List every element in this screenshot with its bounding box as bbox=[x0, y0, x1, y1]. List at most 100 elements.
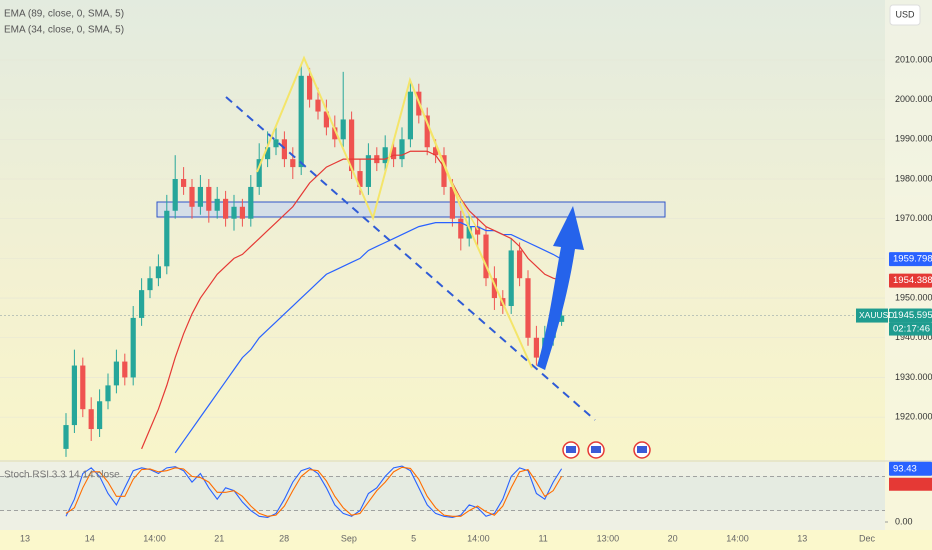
trend-line bbox=[225, 96, 596, 421]
x-tick-label: Dec bbox=[859, 533, 876, 543]
candle-body bbox=[248, 186, 254, 219]
candle-body bbox=[265, 147, 271, 160]
currency-label[interactable]: USD bbox=[895, 9, 915, 19]
candle-body bbox=[349, 119, 355, 172]
candle-body bbox=[508, 250, 514, 307]
countdown-label: 02:17:46 bbox=[893, 324, 930, 335]
candle-body bbox=[273, 139, 279, 148]
x-tick-label: 14 bbox=[85, 533, 95, 543]
candle-body bbox=[155, 266, 161, 279]
candle-body bbox=[206, 186, 212, 211]
y-tick-label: 2000.000 bbox=[895, 94, 932, 104]
candle-body bbox=[517, 250, 523, 279]
zone-box bbox=[156, 201, 666, 218]
candle-body bbox=[424, 115, 430, 148]
oscillator-label-box bbox=[889, 477, 932, 491]
oscillator-line bbox=[65, 466, 563, 517]
candle-body bbox=[382, 147, 388, 164]
x-tick-label: 14:00 bbox=[726, 533, 749, 543]
candle-body bbox=[475, 226, 481, 235]
candle-body bbox=[483, 234, 489, 279]
y-tick-label: 2010.000 bbox=[895, 54, 932, 64]
x-tick-label: 28 bbox=[279, 533, 289, 543]
candle-body bbox=[197, 186, 203, 207]
y-tick-label: 1970.000 bbox=[895, 213, 932, 223]
candle-body bbox=[399, 139, 405, 160]
candle-body bbox=[307, 75, 313, 100]
candle-body bbox=[88, 409, 94, 430]
symbol-label: XAUUSD bbox=[859, 310, 894, 320]
candle-body bbox=[290, 159, 296, 168]
candle-body bbox=[391, 147, 397, 160]
candle-body bbox=[441, 155, 447, 187]
candle-body bbox=[323, 111, 329, 128]
price-label-box bbox=[889, 308, 932, 323]
y-tick-label: 0.00 bbox=[895, 516, 913, 526]
price-label: 93.43 bbox=[893, 463, 917, 474]
candle-body bbox=[80, 365, 86, 410]
candle-body bbox=[365, 155, 371, 187]
candle-body bbox=[281, 139, 287, 160]
x-tick-label: 11 bbox=[538, 533, 547, 543]
event-icons bbox=[562, 441, 651, 459]
legend-entry: EMA (89, close, 0, SMA, 5) bbox=[4, 9, 124, 20]
candle-body bbox=[71, 365, 77, 426]
candle-body bbox=[113, 361, 119, 386]
candle-body bbox=[181, 178, 187, 187]
y-tick-label: 1950.000 bbox=[895, 292, 932, 302]
x-tick-label: 20 bbox=[668, 533, 678, 543]
candle-body bbox=[256, 159, 262, 187]
candle-body bbox=[466, 226, 472, 239]
candle-body bbox=[231, 206, 237, 219]
candle-body bbox=[340, 119, 346, 140]
event-flag bbox=[637, 446, 647, 453]
grid bbox=[0, 59, 888, 523]
candle-body bbox=[105, 385, 111, 402]
candle-body bbox=[130, 317, 136, 378]
candle-body bbox=[559, 315, 565, 322]
pattern-line bbox=[409, 79, 479, 231]
countdown-box bbox=[889, 322, 932, 336]
candle-body bbox=[449, 186, 455, 219]
candle-body bbox=[239, 206, 245, 219]
x-tick-label: 5 bbox=[411, 533, 416, 543]
oscillator-legend: Stoch RSI 3 3 14 14 close bbox=[4, 470, 120, 481]
x-tick-label: Sep bbox=[341, 533, 357, 543]
price-label: 1959.798 bbox=[893, 254, 932, 265]
candle-body bbox=[214, 198, 220, 211]
candle-body bbox=[147, 278, 153, 291]
candle-body bbox=[332, 127, 338, 140]
candle-body bbox=[298, 75, 304, 168]
candle-body bbox=[122, 361, 128, 378]
candle-body bbox=[433, 147, 439, 156]
x-tick-label: 13 bbox=[797, 533, 807, 543]
candle-body bbox=[525, 278, 531, 338]
y-tick-label: 1990.000 bbox=[895, 134, 932, 144]
event-flag bbox=[566, 446, 576, 453]
price-label-box bbox=[889, 461, 932, 476]
event-flag bbox=[591, 446, 601, 453]
candle-body bbox=[164, 210, 170, 267]
price-label-box bbox=[889, 252, 932, 267]
symbol-box bbox=[856, 308, 888, 323]
marks bbox=[63, 63, 565, 519]
y-tick-label: 1940.000 bbox=[895, 332, 932, 342]
candle-body bbox=[533, 337, 539, 358]
candle-body bbox=[139, 290, 145, 318]
x-tick-label: 14:00 bbox=[143, 533, 166, 543]
price-label-box bbox=[889, 273, 932, 288]
candle-body bbox=[491, 278, 497, 299]
candle-body bbox=[172, 178, 178, 211]
candle-body bbox=[315, 99, 321, 112]
candle-body bbox=[189, 186, 195, 207]
y-tick-label: 1930.000 bbox=[895, 372, 932, 382]
candle-body bbox=[223, 198, 229, 219]
currency-button[interactable] bbox=[889, 4, 921, 26]
oscillator-band bbox=[0, 476, 885, 511]
y-tick-label: 1920.000 bbox=[895, 412, 932, 422]
x-tick-label: 14:00 bbox=[467, 533, 490, 543]
arrow bbox=[537, 206, 584, 370]
y-tick-label: 1980.000 bbox=[895, 173, 932, 183]
